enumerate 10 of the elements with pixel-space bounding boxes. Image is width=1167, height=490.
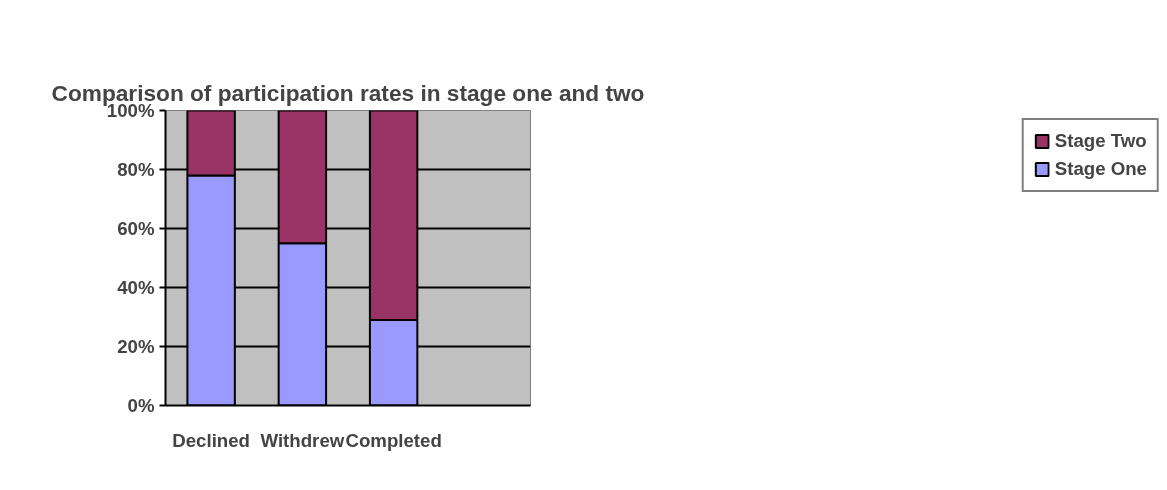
y-tick-label: 0% (127, 395, 155, 416)
x-tick-label: Withdrew (260, 429, 345, 451)
y-tick-label: 20% (117, 336, 155, 357)
y-tick-label: 40% (117, 277, 155, 298)
legend-label: Stage Two (1054, 130, 1147, 152)
x-tick-label: Completed (345, 429, 442, 451)
legend-label: Stage One (1054, 158, 1147, 180)
y-tick-label: 80% (117, 159, 155, 180)
x-tick-label: Declined (172, 429, 251, 451)
y-tick-label: 60% (117, 218, 155, 239)
